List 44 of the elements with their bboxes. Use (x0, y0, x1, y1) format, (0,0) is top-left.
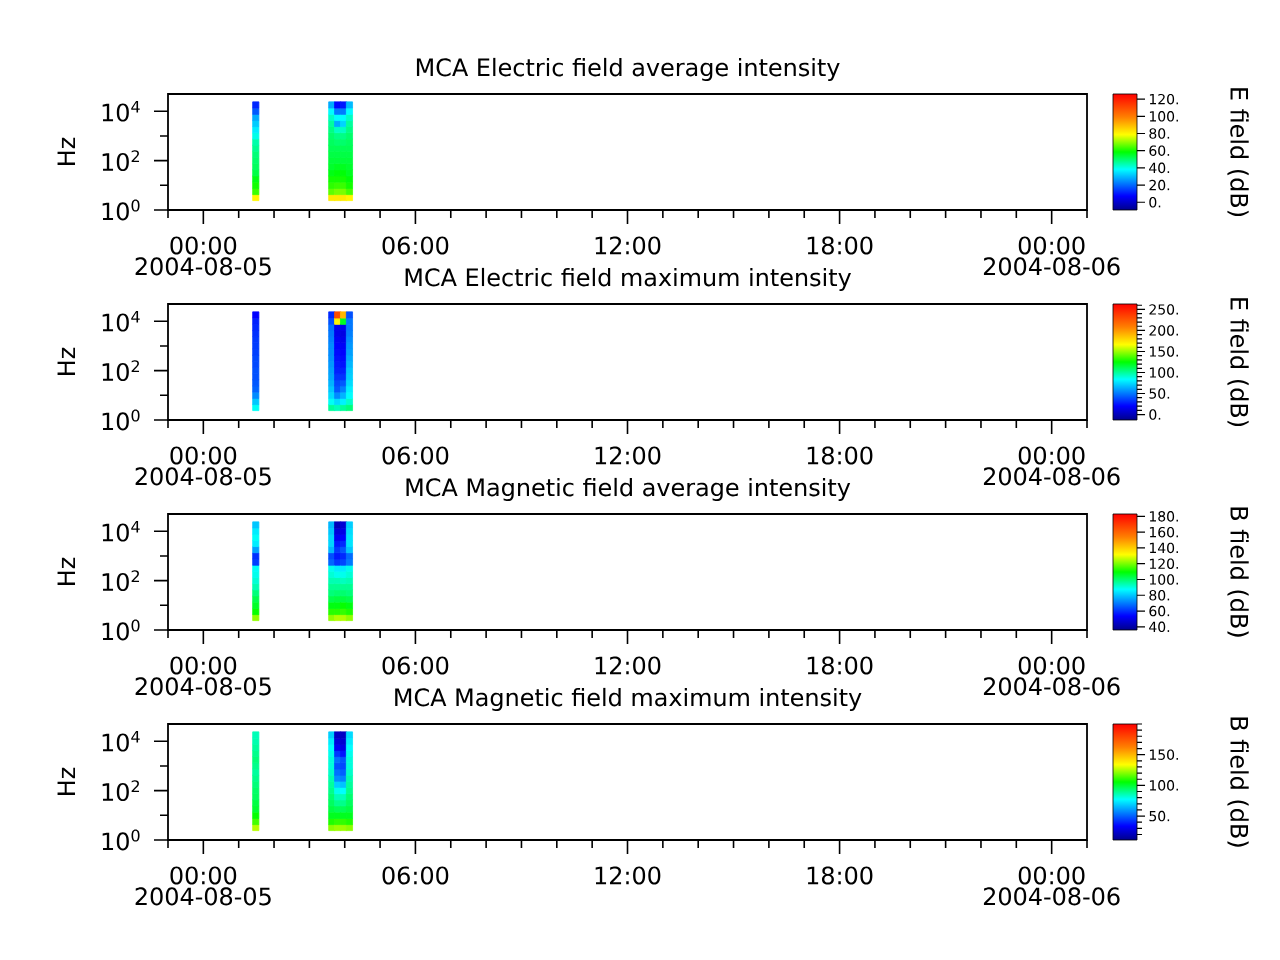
x-tick-label: 06:00 (382, 446, 449, 465)
y-tick-label: 10$^{4}$ (102, 520, 140, 542)
y-tick-label: 10$^{4}$ (102, 100, 140, 122)
x-tick-label: 06:00 (382, 656, 449, 675)
x-tick-label: 00:00 2004-08-05 (135, 236, 271, 276)
x-tick-label: 18:00 (807, 866, 873, 885)
y-axis-title: Hz (57, 557, 75, 585)
x-tick-label: 06:00 (382, 866, 449, 885)
y-tick-label: 10$^{0}$ (102, 829, 140, 851)
x-tick-label: 18:00 (807, 446, 873, 465)
x-tick-label: 00:00 2004-08-05 (135, 446, 271, 486)
x-tick-label: 12:00 (595, 236, 661, 255)
x-tick-label: 00:00 2004-08-05 (135, 866, 271, 906)
y-tick-label: 10$^{2}$ (102, 780, 139, 802)
x-tick-label: 00:00 2004-08-06 (983, 656, 1120, 696)
x-tick-label: 12:00 (595, 446, 661, 465)
chart-title: MCA Electric field maximum intensity (405, 267, 852, 292)
y-tick-label: 10$^{2}$ (102, 150, 139, 172)
y-tick-label: 10$^{0}$ (102, 199, 140, 221)
y-axis-title: Hz (57, 137, 75, 165)
y-tick-label: 10$^{4}$ (102, 730, 140, 752)
y-tick-label: 10$^{2}$ (102, 360, 139, 382)
y-axis-title: Hz (57, 347, 75, 375)
x-tick-label: 06:00 (382, 236, 449, 255)
x-tick-label: 18:00 (807, 656, 873, 675)
color-bar-title: E field (dB) (1227, 298, 1249, 427)
x-tick-label: 12:00 (595, 656, 661, 675)
y-tick-label: 10$^{0}$ (102, 619, 140, 641)
y-axis-title: Hz (57, 767, 75, 795)
chart-title: MCA Magnetic field maximum intensity (395, 687, 862, 712)
y-tick-label: 10$^{4}$ (102, 310, 140, 332)
color-bar-title: E field (dB) (1227, 88, 1249, 217)
x-tick-label: 12:00 (595, 866, 661, 885)
x-tick-label: 00:00 2004-08-06 (983, 866, 1120, 906)
color-bar-title: B field (dB) (1227, 507, 1249, 637)
chart-title: MCA Electric field average intensity (416, 57, 840, 81)
x-tick-label: 18:00 (807, 236, 873, 255)
x-tick-label: 00:00 2004-08-06 (983, 236, 1120, 276)
x-tick-label: 00:00 2004-08-06 (983, 446, 1120, 486)
x-tick-label: 00:00 2004-08-05 (135, 656, 271, 696)
y-tick-label: 10$^{0}$ (102, 409, 140, 431)
chart-title: MCA Magnetic field average intensity (406, 477, 851, 502)
y-tick-label: 10$^{2}$ (102, 570, 139, 592)
color-bar-title: B field (dB) (1227, 717, 1249, 847)
